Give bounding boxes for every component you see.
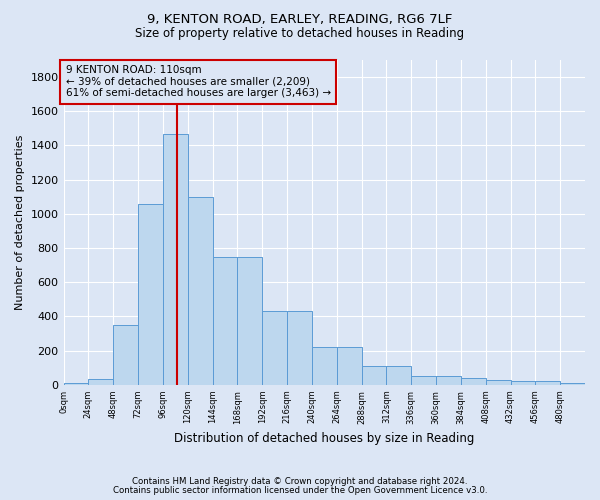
Bar	[411, 376, 436, 385]
Text: 9, KENTON ROAD, EARLEY, READING, RG6 7LF: 9, KENTON ROAD, EARLEY, READING, RG6 7LF	[148, 12, 452, 26]
Bar	[485, 380, 511, 385]
Bar	[188, 197, 212, 385]
Bar	[138, 204, 163, 385]
Bar	[560, 383, 585, 385]
X-axis label: Distribution of detached houses by size in Reading: Distribution of detached houses by size …	[174, 432, 475, 445]
Bar	[113, 325, 138, 385]
Bar	[535, 382, 560, 385]
Bar	[362, 366, 386, 385]
Bar	[287, 312, 312, 385]
Bar	[64, 383, 88, 385]
Bar	[436, 376, 461, 385]
Bar	[337, 347, 362, 385]
Text: Size of property relative to detached houses in Reading: Size of property relative to detached ho…	[136, 28, 464, 40]
Bar	[511, 382, 535, 385]
Bar	[262, 312, 287, 385]
Bar	[386, 366, 411, 385]
Bar	[212, 258, 238, 385]
Text: 9 KENTON ROAD: 110sqm
← 39% of detached houses are smaller (2,209)
61% of semi-d: 9 KENTON ROAD: 110sqm ← 39% of detached …	[65, 65, 331, 98]
Text: Contains HM Land Registry data © Crown copyright and database right 2024.: Contains HM Land Registry data © Crown c…	[132, 477, 468, 486]
Bar	[312, 347, 337, 385]
Text: Contains public sector information licensed under the Open Government Licence v3: Contains public sector information licen…	[113, 486, 487, 495]
Bar	[238, 258, 262, 385]
Bar	[163, 134, 188, 385]
Y-axis label: Number of detached properties: Number of detached properties	[15, 134, 25, 310]
Bar	[461, 378, 485, 385]
Bar	[88, 379, 113, 385]
